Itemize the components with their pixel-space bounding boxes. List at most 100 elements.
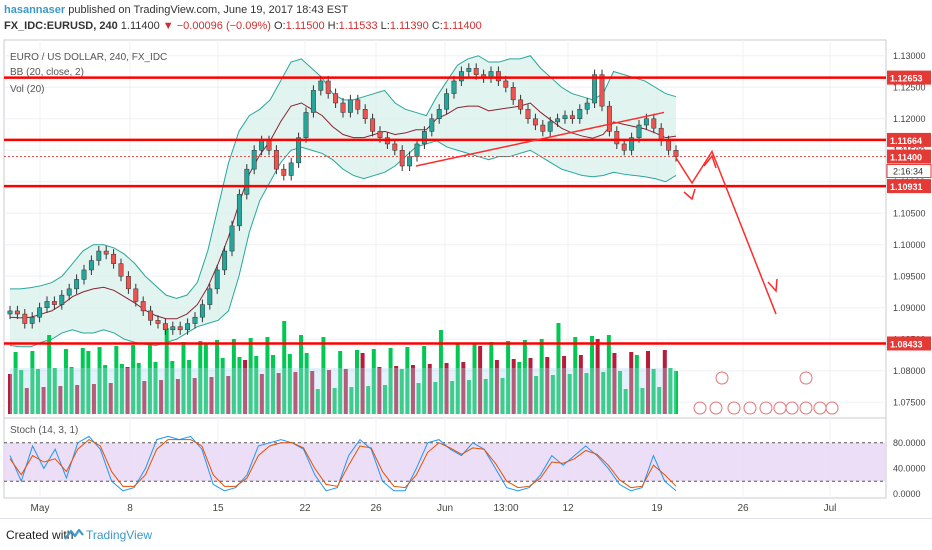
volume-bar <box>41 387 46 414</box>
candle-body <box>281 168 287 176</box>
volume-bar <box>86 351 91 414</box>
candle-body <box>599 74 605 107</box>
high-value: 1.11533 <box>338 20 378 32</box>
economic-events[interactable] <box>693 371 839 415</box>
volume-bar <box>254 356 259 414</box>
volume-bar <box>584 373 589 414</box>
volume-bar <box>293 372 298 414</box>
volume-bar <box>601 372 606 414</box>
event-flag-icon[interactable] <box>799 371 813 385</box>
volume-bar <box>427 364 432 414</box>
volume-bar <box>30 351 35 414</box>
trend-line[interactable] <box>415 111 665 167</box>
price-chart[interactable]: 1.130001.125001.120001.115001.110001.105… <box>0 0 932 518</box>
candle-body <box>296 137 302 164</box>
time-tick-label: 19 <box>651 503 663 514</box>
candle-body <box>303 112 309 138</box>
legend-title: EURO / US DOLLAR, 240, FX_IDC <box>10 52 167 63</box>
candle-body <box>584 102 590 110</box>
volume-bar <box>243 360 248 414</box>
volume-bar <box>388 348 393 414</box>
candle-body <box>37 307 43 318</box>
price-axis[interactable]: 1.130001.125001.120001.115001.110001.105… <box>886 51 932 499</box>
candle-body <box>333 93 339 104</box>
volume-bar <box>315 389 320 414</box>
volume-bar <box>483 379 488 414</box>
volume-bar <box>511 359 516 414</box>
low-value: 1.11390 <box>389 20 429 32</box>
arrow-head-down <box>683 188 696 201</box>
price-level-label: 1.08433 <box>890 339 923 349</box>
volume-bar <box>276 373 281 414</box>
volume-ma-area <box>10 368 676 414</box>
drawings[interactable] <box>415 111 778 315</box>
volume-bar <box>371 349 376 414</box>
volume-bar <box>612 353 617 414</box>
volume-bar <box>590 336 595 414</box>
candle-body <box>96 250 102 261</box>
event-flag-icon[interactable] <box>759 401 773 415</box>
volume-bar <box>399 369 404 414</box>
event-flag-icon[interactable] <box>813 401 827 415</box>
price-tick-label: 1.09000 <box>893 303 926 313</box>
price-level-tag <box>887 70 931 85</box>
volume-bar <box>47 335 52 414</box>
volume-bar <box>136 363 141 414</box>
candle-body <box>170 326 176 331</box>
legend-bb: BB (20, close, 2) <box>10 67 84 78</box>
event-flag-icon[interactable] <box>709 401 723 415</box>
event-flag-icon[interactable] <box>743 401 757 415</box>
volume-bar <box>578 355 583 414</box>
projection-arrow-path[interactable] <box>675 149 777 315</box>
time-axis[interactable]: May 8 15 22 26 Jun 13:00 12 19 26 Jul <box>31 503 837 514</box>
event-flag-icon[interactable] <box>727 401 741 415</box>
event-flag-icon[interactable] <box>693 401 707 415</box>
price-tick-label: 1.07500 <box>893 397 926 407</box>
candle-body <box>444 93 450 110</box>
volume-bar <box>567 374 572 414</box>
event-flag-icon[interactable] <box>715 371 729 385</box>
volume-bar <box>595 339 600 414</box>
candle-body <box>414 143 420 157</box>
event-flag-icon[interactable] <box>773 401 787 415</box>
candle-body <box>643 118 649 126</box>
volume-bar <box>97 347 102 414</box>
event-flag-icon[interactable] <box>799 401 813 415</box>
candle-body <box>370 118 376 132</box>
volume-bar <box>500 378 505 414</box>
volume-bar <box>35 369 40 414</box>
bb-lower-line <box>9 140 677 348</box>
volume-bar <box>539 339 544 414</box>
open-label: O: <box>273 20 286 32</box>
tradingview-brand[interactable]: TradingView <box>86 528 153 542</box>
candle-body <box>103 250 109 255</box>
volume-bar <box>52 368 57 414</box>
candle-body <box>288 162 294 176</box>
event-flag-icon[interactable] <box>785 401 799 415</box>
volume-bar <box>282 321 287 414</box>
candle-body <box>318 80 324 91</box>
volume-bar <box>203 344 208 414</box>
candle-body <box>29 316 35 324</box>
candle-body <box>185 323 191 331</box>
candle-body <box>666 140 672 151</box>
author-name[interactable]: hasannaser <box>4 4 66 16</box>
candle-body <box>555 118 561 123</box>
candle-body <box>562 115 568 119</box>
candle-body <box>177 326 183 331</box>
event-flag-icon[interactable] <box>825 401 839 415</box>
candle-body <box>355 99 361 110</box>
volume-bar <box>472 343 477 414</box>
volume-bar <box>522 340 527 414</box>
volume-bar <box>489 342 494 414</box>
candle-body <box>466 68 472 72</box>
volume-bar <box>131 345 136 414</box>
horizontal-levels[interactable] <box>4 76 886 345</box>
volume-bar <box>646 351 651 414</box>
volume-bar <box>405 347 410 414</box>
volume-bar <box>24 388 29 414</box>
volume-bar <box>321 337 326 414</box>
high-label: H: <box>327 20 339 32</box>
created-with-text: Created with <box>6 528 74 542</box>
candle-body <box>22 313 28 324</box>
